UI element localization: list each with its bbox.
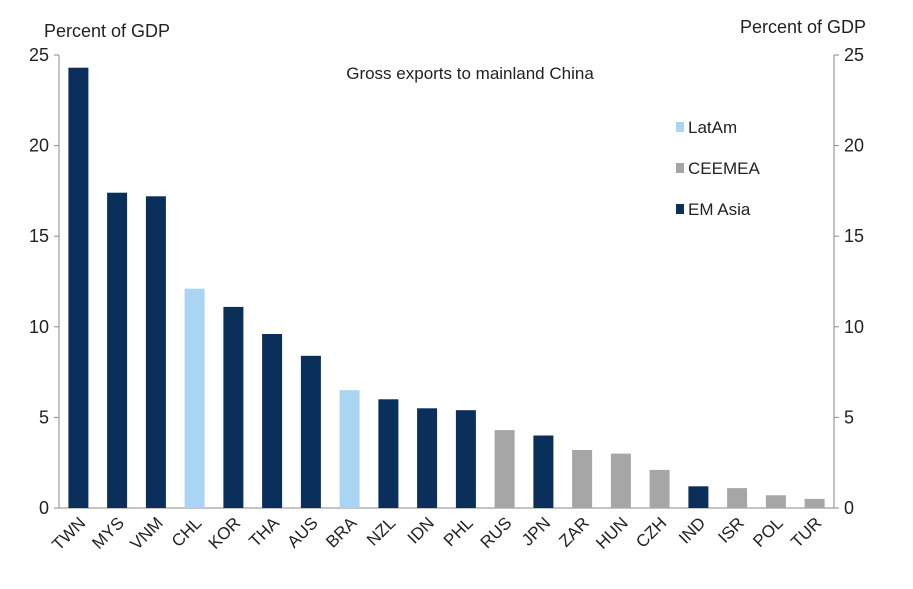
legend-label: CEEMEA [688, 159, 760, 178]
y-ticks: 0 0 5 5 10 10 15 15 20 20 25 25 [29, 45, 864, 518]
category-label: POL [749, 513, 786, 550]
chart-title: Gross exports to mainland China [346, 64, 594, 83]
bar-vnm [145, 196, 166, 509]
bar-rus [494, 430, 515, 508]
left-tick-label: 10 [29, 317, 49, 337]
category-label: TWN [48, 513, 89, 554]
left-tick-label: 15 [29, 226, 49, 246]
legend-label: LatAm [688, 118, 737, 137]
bar-phl [455, 410, 476, 508]
bar-isr [727, 488, 748, 508]
category-label: CZH [632, 513, 670, 551]
right-tick-label: 25 [844, 45, 864, 65]
category-label: NZL [363, 513, 399, 549]
category-label: ZAR [555, 513, 592, 550]
bar-zar [572, 450, 593, 508]
bar-idn [417, 408, 438, 508]
bar-tha [262, 334, 283, 508]
bar-jpn [533, 435, 554, 508]
bar-tur [804, 498, 825, 508]
left-tick-label: 20 [29, 136, 49, 156]
bar-nzl [378, 399, 399, 508]
left-tick-label: 0 [39, 498, 49, 518]
category-label: RUS [477, 513, 516, 552]
category-label: PHL [440, 513, 477, 550]
bar-kor [223, 306, 244, 508]
legend: LatAm CEEMEA EM Asia [676, 118, 760, 219]
category-label: AUS [284, 513, 322, 551]
right-tick-label: 15 [844, 226, 864, 246]
category-label: CHL [168, 513, 205, 550]
category-label: JPN [518, 513, 554, 549]
category-label: TUR [787, 513, 825, 551]
bar-czh [649, 469, 670, 508]
right-tick-label: 10 [844, 317, 864, 337]
legend-swatch-ceemea [676, 163, 684, 173]
category-label: BRA [322, 513, 361, 552]
legend-swatch-latam [676, 122, 684, 132]
right-tick-label: 20 [844, 136, 864, 156]
category-label: ISR [714, 513, 747, 546]
right-tick-label: 5 [844, 407, 854, 427]
legend-swatch-em-asia [676, 204, 684, 214]
bar-mys [107, 192, 128, 508]
bar-bra [339, 390, 360, 508]
bar-ind [688, 486, 709, 508]
bar-chl [184, 288, 205, 508]
category-label: MYS [88, 513, 127, 552]
bar-aus [300, 355, 321, 508]
category-label: THA [245, 513, 283, 551]
category-label: IDN [404, 513, 438, 547]
left-tick-label: 25 [29, 45, 49, 65]
right-tick-label: 0 [844, 498, 854, 518]
category-label: KOR [205, 513, 244, 552]
left-tick-label: 5 [39, 407, 49, 427]
bar-twn [68, 67, 89, 508]
bars [68, 67, 825, 509]
category-label: VNM [127, 513, 167, 553]
category-label: IND [675, 513, 709, 547]
right-axis-unit: Percent of GDP [740, 17, 866, 37]
left-axis-unit: Percent of GDP [44, 21, 170, 41]
legend-label: EM Asia [688, 200, 751, 219]
bar-pol [765, 495, 786, 508]
category-label: HUN [592, 513, 631, 552]
bar-hun [610, 453, 631, 508]
